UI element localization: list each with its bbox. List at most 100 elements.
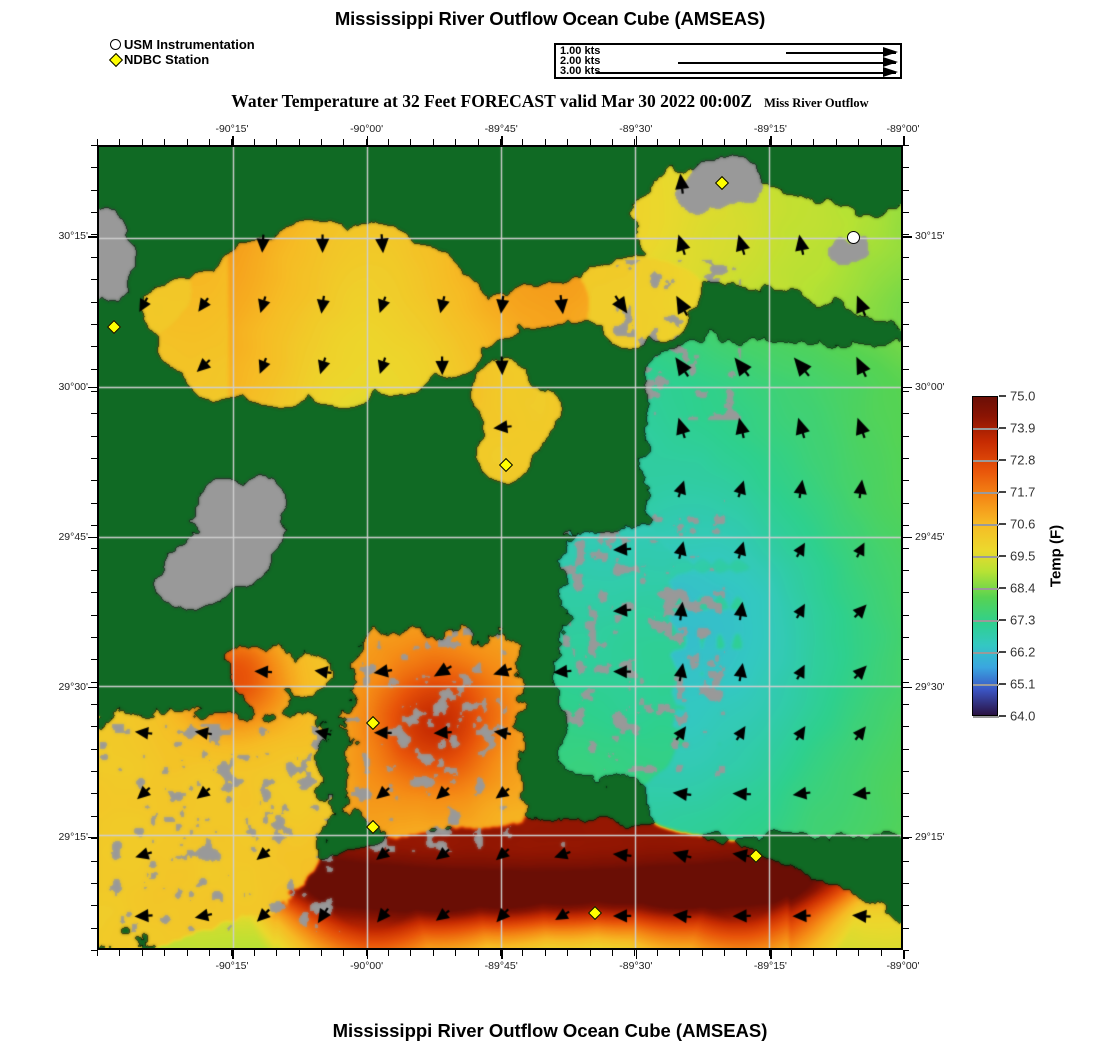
minor-tick: [768, 950, 770, 956]
latitude-label: 29°15': [915, 830, 945, 843]
minor-tick: [723, 139, 725, 145]
minor-tick: [320, 950, 322, 956]
colorbar-tick-label: 71.7: [1010, 484, 1036, 500]
minor-tick: [903, 323, 909, 325]
major-tick: [88, 386, 97, 389]
minor-tick: [611, 950, 613, 956]
latitude-label: 29°30': [58, 680, 88, 693]
minor-tick: [97, 139, 98, 145]
minor-tick: [91, 189, 97, 191]
colorbar: Temp (F) 75.0 73.9 72.8 71.7 70.6 69.5 68.4 67.…: [972, 389, 1092, 724]
minor-tick: [208, 950, 210, 956]
velocity-arrow-head-3: [883, 67, 898, 77]
minor-tick: [91, 681, 97, 683]
latitude-label: 29°45': [58, 530, 88, 543]
colorbar-tick: [999, 715, 1006, 717]
major-tick: [770, 136, 772, 145]
velocity-label-3: 3.00 kts: [560, 65, 601, 77]
major-tick: [635, 950, 638, 959]
colorbar-tick: [999, 395, 1006, 397]
major-tick: [88, 836, 97, 839]
legend-label-ndbc: NDBC Station: [124, 52, 210, 67]
minor-tick: [91, 547, 97, 549]
minor-tick: [903, 771, 909, 773]
minor-tick: [858, 950, 860, 956]
minor-tick: [91, 592, 97, 594]
minor-tick: [119, 139, 121, 145]
velocity-scale-row-2: 2.00 kts: [556, 56, 900, 68]
minor-tick: [903, 279, 909, 281]
usm-instrumentation-marker[interactable]: [846, 230, 860, 244]
latitude-label: 30°00': [58, 380, 88, 393]
major-tick: [903, 536, 912, 539]
minor-tick: [91, 771, 97, 773]
major-tick: [903, 236, 912, 238]
minor-tick: [903, 301, 909, 303]
minor-tick: [903, 927, 909, 929]
minor-tick: [903, 838, 909, 840]
major-tick: [88, 686, 97, 689]
colorbar-gradient: [972, 396, 999, 718]
latitude-label: 30°15': [58, 230, 88, 243]
colorbar-tick: [999, 523, 1006, 525]
minor-tick: [903, 145, 909, 146]
minor-tick: [97, 950, 98, 956]
minor-tick: [141, 950, 143, 956]
minor-tick: [91, 368, 97, 370]
minor-tick: [903, 234, 909, 236]
colorbar-tick-label: 72.8: [1010, 452, 1036, 468]
major-tick: [232, 950, 234, 959]
major-tick: [232, 136, 234, 145]
minor-tick: [500, 139, 501, 145]
minor-tick: [903, 435, 909, 437]
velocity-arrow-shaft-3: [596, 72, 896, 74]
page-title: Mississippi River Outflow Ocean Cube (AM…: [334, 8, 766, 29]
longitude-label: -89°15': [753, 123, 787, 135]
major-tick: [635, 136, 638, 145]
minor-tick: [813, 139, 815, 145]
legend-item-ndbc: NDBC Station: [108, 52, 255, 67]
minor-tick: [91, 950, 97, 951]
colorbar-axis-title: Temp (F): [1047, 524, 1065, 588]
longitude-label: -89°45': [484, 123, 518, 135]
minor-tick: [903, 726, 909, 728]
velocity-scale-box: 1.00 kts 2.00 kts 3.00 kts: [554, 43, 902, 79]
minor-tick: [164, 139, 166, 145]
minor-tick: [567, 139, 569, 145]
minor-tick: [903, 368, 909, 370]
minor-tick: [903, 636, 909, 638]
map-raster: [99, 147, 901, 948]
major-tick: [903, 950, 905, 959]
colorbar-tick: [999, 587, 1006, 589]
minor-tick: [298, 139, 300, 145]
minor-tick: [91, 838, 97, 840]
colorbar-separator: [973, 716, 999, 718]
minor-tick: [91, 748, 97, 750]
colorbar-tick-label: 73.9: [1010, 420, 1036, 436]
minor-tick: [91, 659, 97, 661]
minor-tick: [231, 139, 233, 145]
diamond-marker-icon: [108, 52, 124, 67]
colorbar-separator: [973, 588, 999, 590]
latitude-label: 30°15': [915, 230, 945, 243]
longitude-label: -89°30': [619, 123, 653, 135]
minor-tick: [91, 390, 97, 392]
colorbar-tick-label: 70.6: [1010, 516, 1036, 532]
circle-marker-icon: [110, 39, 121, 50]
colorbar-tick-label: 64.0: [1010, 708, 1036, 724]
minor-tick: [903, 458, 909, 460]
minor-tick: [701, 950, 703, 956]
minor-tick: [679, 139, 681, 145]
minor-tick: [768, 139, 770, 145]
colorbar-tick: [999, 555, 1006, 557]
minor-tick: [91, 435, 97, 437]
minor-tick: [455, 139, 457, 145]
minor-tick: [253, 950, 255, 956]
minor-tick: [91, 256, 97, 258]
minor-tick: [679, 950, 681, 956]
colorbar-tick-label: 68.4: [1010, 580, 1036, 596]
velocity-arrow-shaft-2: [678, 62, 896, 64]
minor-tick: [880, 139, 882, 145]
map-plot-area[interactable]: [97, 145, 903, 950]
minor-tick: [903, 704, 909, 706]
